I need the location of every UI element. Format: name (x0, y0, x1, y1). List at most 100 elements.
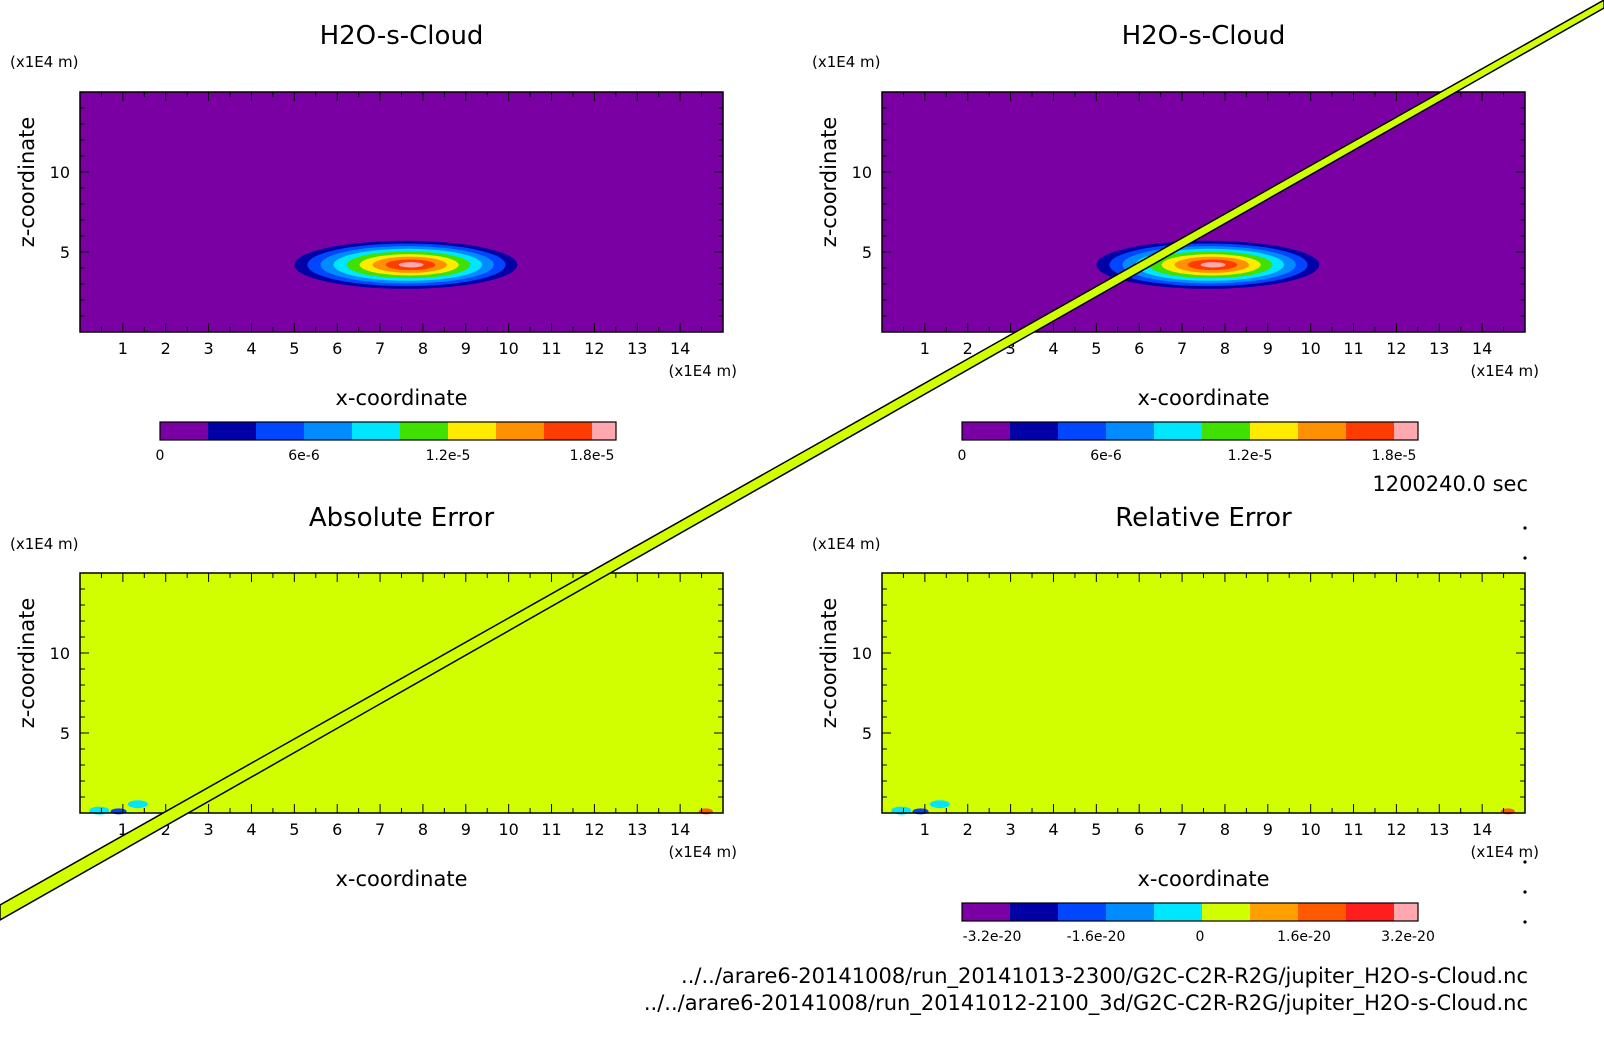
y-tick-label: 10 (50, 644, 70, 663)
x-tick-label: 10 (1300, 339, 1320, 358)
y-unit-label: (x1E4 m) (10, 53, 79, 71)
colorbar-segment (1106, 903, 1154, 921)
colorbar-segment (962, 903, 1010, 921)
x-tick-label: 12 (1386, 339, 1406, 358)
panel-title: Absolute Error (309, 503, 495, 533)
x-tick-label: 8 (418, 820, 428, 839)
x-tick-label: 7 (1177, 339, 1187, 358)
panel-title: Relative Error (1115, 503, 1292, 533)
colorbar-segment (592, 422, 616, 440)
x-tick-label: 12 (1386, 820, 1406, 839)
colorbar-label: 6e-6 (1090, 448, 1122, 464)
x-tick-label: 13 (627, 339, 647, 358)
colorbar-segment (1346, 903, 1394, 921)
colorbar-label: 1.6e-20 (1277, 929, 1331, 945)
colorbar-label: 1.2e-5 (1228, 448, 1273, 464)
x-tick-label: 2 (963, 339, 973, 358)
colorbar-label: 0 (1196, 929, 1205, 945)
colorbar-segment (1298, 903, 1346, 921)
colorbar-segment (304, 422, 352, 440)
x-tick-label: 13 (1429, 339, 1449, 358)
edge-dot (1523, 860, 1527, 864)
y-tick-label: 10 (852, 644, 872, 663)
x-axis-label: x-coordinate (1137, 867, 1269, 891)
colorbar-label: 6e-6 (288, 448, 320, 464)
x-tick-label: 2 (161, 339, 171, 358)
x-tick-label: 14 (1472, 820, 1492, 839)
x-tick-label: 8 (1220, 339, 1230, 358)
x-axis-label: x-coordinate (1137, 386, 1269, 410)
diagonal-overlay-band (0, 0, 1604, 921)
plot-area (80, 573, 723, 813)
colorbar-segment (1010, 422, 1058, 440)
x-tick-label: 6 (332, 820, 342, 839)
x-tick-label: 11 (541, 820, 561, 839)
x-tick-label: 13 (1429, 820, 1449, 839)
x-tick-label: 14 (1472, 339, 1492, 358)
x-tick-label: 6 (1134, 339, 1144, 358)
colorbar-frame (961, 902, 1419, 922)
x-tick-label: 5 (1091, 820, 1101, 839)
x-tick-label: 1 (118, 820, 128, 839)
colorbar-segment (1346, 422, 1394, 440)
colorbar: 0 6e-6 1.2e-5 1.8e-5 (156, 421, 617, 464)
x-tick-label: 3 (1006, 339, 1016, 358)
x-axis-label: x-coordinate (335, 386, 467, 410)
x-axis-label: x-coordinate (335, 867, 467, 891)
colorbar-label: 1.2e-5 (426, 448, 471, 464)
colorbar-segment (496, 422, 544, 440)
y-unit-label: (x1E4 m) (10, 535, 79, 553)
panel-title: H2O-s-Cloud (1122, 21, 1286, 51)
plot-area (882, 92, 1525, 332)
x-unit-label: (x1E4 m) (1470, 843, 1539, 861)
colorbar-segment (208, 422, 256, 440)
x-tick-label: 3 (204, 820, 214, 839)
colorbar-segment (1202, 903, 1250, 921)
colorbar-label: -3.2e-20 (963, 929, 1022, 945)
y-axis-label: z-coordinate (817, 598, 841, 729)
colorbar-segment (1394, 422, 1418, 440)
x-tick-label: 10 (1300, 820, 1320, 839)
x-tick-label: 11 (541, 339, 561, 358)
y-tick-label: 10 (50, 163, 70, 182)
colorbar-segment (1154, 422, 1202, 440)
colorbar-segment (1154, 903, 1202, 921)
x-tick-label: 9 (1263, 339, 1273, 358)
colorbar-segment (448, 422, 496, 440)
colorbar-segment (1106, 422, 1154, 440)
colorbar: -3.2e-20 -1.6e-20 0 1.6e-20 3.2e-20 (961, 902, 1435, 945)
colorbar-label: 0 (958, 448, 967, 464)
colorbar-segment (352, 422, 400, 440)
x-tick-label: 9 (461, 339, 471, 358)
y-axis-label: z-coordinate (817, 117, 841, 248)
x-tick-label: 4 (246, 339, 256, 358)
x-tick-label: 1 (920, 339, 930, 358)
error-spot-3 (127, 800, 148, 809)
x-tick-label: 5 (289, 820, 299, 839)
y-unit-label: (x1E4 m) (812, 535, 881, 553)
contour-level-9 (1200, 262, 1226, 268)
x-unit-label: (x1E4 m) (1470, 362, 1539, 380)
x-tick-label: 12 (584, 820, 604, 839)
file-path-1: ../../arare6-20141008/run_20141013-2300/… (681, 964, 1528, 989)
x-tick-label: 8 (1220, 820, 1230, 839)
colorbar-segment (1058, 903, 1106, 921)
x-unit-label: (x1E4 m) (668, 362, 737, 380)
y-tick-label: 10 (852, 163, 872, 182)
edge-dot (1523, 556, 1527, 560)
x-tick-label: 7 (375, 820, 385, 839)
x-tick-label: 12 (584, 339, 604, 358)
x-tick-label: 7 (1177, 820, 1187, 839)
colorbar-segment (1202, 422, 1250, 440)
colorbar-label: 3.2e-20 (1381, 929, 1435, 945)
edge-dot (1523, 920, 1527, 924)
edge-dot (1523, 526, 1527, 530)
x-tick-label: 11 (1343, 339, 1363, 358)
x-tick-label: 4 (1048, 339, 1058, 358)
x-tick-label: 9 (461, 820, 471, 839)
x-tick-label: 4 (1048, 820, 1058, 839)
